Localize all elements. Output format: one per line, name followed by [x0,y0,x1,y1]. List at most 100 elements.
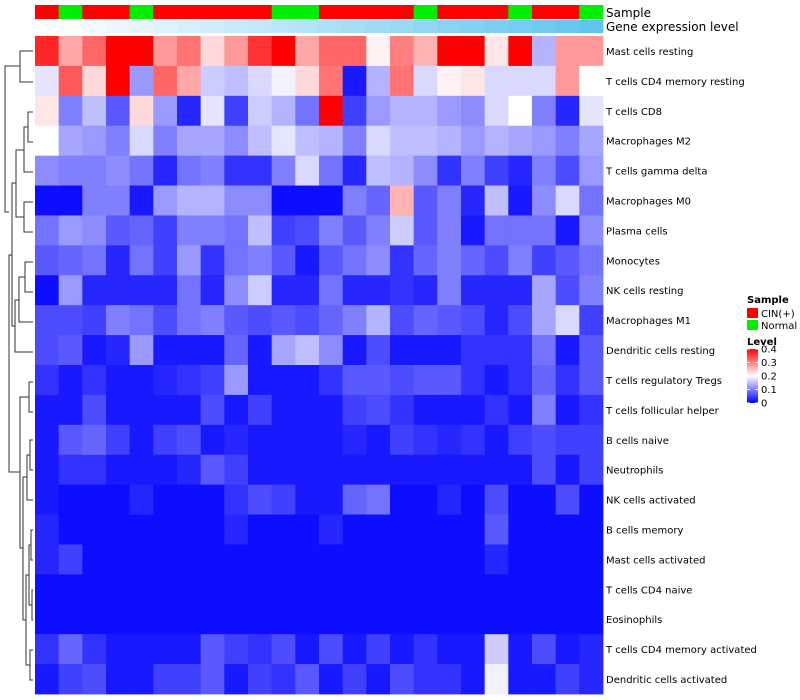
heatmap-cell [82,424,107,456]
heatmap-cell [532,544,557,575]
heatmap-cell [106,125,131,157]
heatmap-cell [58,604,83,635]
heatmap-cell [366,484,391,515]
legend-sample-swatch [747,308,758,318]
heatmap-cell [579,365,604,396]
heatmap-cell [248,424,273,456]
heatmap-cell [153,275,178,306]
heatmap-cell [35,365,60,396]
heatmap-cell [271,215,296,246]
heatmap-cell [437,185,462,216]
gene-annotation-cell [248,20,273,33]
heatmap-cell [437,664,462,695]
heatmap-cell [224,484,249,515]
heatmap-cell [224,454,249,486]
heatmap-cell [82,275,107,306]
sample-annotation-cell [177,5,202,19]
heatmap-cell [248,514,273,545]
heatmap-cell [342,454,367,486]
row-label: Mast cells resting [606,47,693,58]
heatmap-cell [508,65,533,97]
heatmap-cell [58,245,83,276]
heatmap-cell [508,574,533,605]
sample-annotation-cell [579,5,604,19]
heatmap-cell [390,215,415,246]
heatmap-cell [342,365,367,396]
heatmap-cell [35,454,60,486]
heatmap-cell [177,125,202,157]
heatmap-cell [271,604,296,635]
gene-annotation-cell [129,20,154,33]
sample-annotation-cell [413,5,438,19]
sample-annotation-cell [224,5,249,19]
heatmap-cell [579,394,604,426]
heatmap-cell [366,664,391,695]
heatmap-cell [413,484,438,515]
heatmap-cells [35,36,604,695]
heatmap-cell [82,634,107,665]
heatmap-cell [82,245,107,276]
heatmap-cell [82,305,107,336]
heatmap-cell [484,155,509,186]
row-label: T cells CD4 memory resting [605,77,745,88]
heatmap-cell [342,305,367,336]
heatmap-cell [271,335,296,366]
heatmap-cell [484,215,509,246]
heatmap-cell [153,574,178,605]
heatmap-cell [271,65,296,97]
heatmap-cell [579,215,604,246]
heatmap-cell [200,275,225,306]
heatmap-cell [532,125,557,157]
heatmap-cell [58,95,83,127]
heatmap-cell [555,634,580,665]
heatmap-cell [413,604,438,635]
row-label: Plasma cells [606,226,668,237]
heatmap-cell [106,574,131,605]
heatmap-cell [248,604,273,635]
heatmap-cell [413,185,438,216]
heatmap-cell [319,125,344,157]
legend-level-colorbar [747,349,758,403]
heatmap-cell [579,65,604,97]
gene-annotation-cell [532,20,557,33]
sample-annotation-cell [437,5,462,19]
heatmap-cell [177,275,202,306]
heatmap-cell [461,484,486,515]
heatmap-cell [342,514,367,545]
heatmap-cell [342,155,367,186]
heatmap-cell [508,424,533,456]
legend-level-tick-label: 0.4 [761,345,777,356]
heatmap-cell [295,275,320,306]
heatmap-cell [461,544,486,575]
heatmap-cell [106,454,131,486]
heatmap-cell [484,185,509,216]
heatmap-cell [319,335,344,366]
legend-level-tick-label: 0.2 [761,372,777,383]
heatmap-cell [271,95,296,127]
heatmap-cell [129,365,154,396]
heatmap-cell [390,65,415,97]
heatmap-cell [437,305,462,336]
sample-annotation-cell [366,5,391,19]
heatmap-cell [319,604,344,635]
heatmap-cell [58,275,83,306]
heatmap-cell [413,664,438,695]
heatmap-cell [82,574,107,605]
heatmap-cell [319,634,344,665]
heatmap-cell [295,634,320,665]
heatmap-cell [106,365,131,396]
heatmap-cell [579,335,604,366]
heatmap-cell [342,634,367,665]
heatmap-cell [271,394,296,426]
sample-annotation-cell [461,5,486,19]
row-label: B cells naive [606,436,669,447]
heatmap-cell [224,424,249,456]
heatmap-cell [58,514,83,545]
legend-sample-title: Sample [747,295,789,306]
heatmap-cell [35,185,60,216]
heatmap-cell [532,65,557,97]
heatmap-cell [129,634,154,665]
heatmap-cell [555,335,580,366]
heatmap-cell [366,574,391,605]
heatmap-cell [248,95,273,127]
